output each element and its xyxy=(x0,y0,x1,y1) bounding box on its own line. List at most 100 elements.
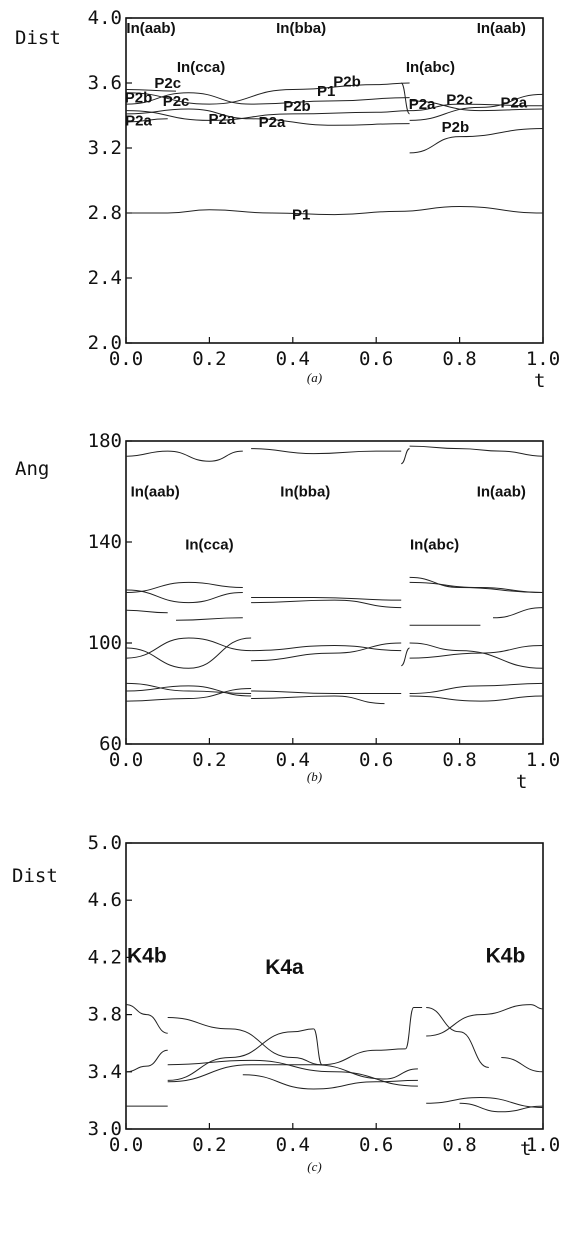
series-line-12 xyxy=(409,581,544,593)
annotation-label: In(abc) xyxy=(410,537,459,554)
chart-panel-2: 0.0 0.2 0.4 0.6 0.8 1.0 60 100 140 180 Ang t (b) In(a… xyxy=(15,430,560,793)
annotation-label: P2a xyxy=(259,114,286,131)
series-line-6 xyxy=(125,118,168,123)
y-tick-label: 100 xyxy=(88,632,122,654)
y-tick-label: 2.0 xyxy=(88,332,122,354)
series-line-5 xyxy=(167,1028,314,1081)
y-tick-label: 5.0 xyxy=(88,832,122,854)
annotation-label: In(bba) xyxy=(276,20,326,37)
series-line-13 xyxy=(426,1007,489,1068)
series-line-9 xyxy=(409,93,544,121)
y-tick-label: 4.0 xyxy=(88,7,122,29)
series-line-19 xyxy=(400,647,410,667)
x-tick-label: 1.0 xyxy=(526,348,560,370)
y-tick-label: 60 xyxy=(99,733,122,755)
panel-caption: (b) xyxy=(307,769,322,784)
y-axis-label: Dist xyxy=(12,865,58,887)
x-tick-label: 0.4 xyxy=(276,749,310,771)
annotation-label: P2a xyxy=(409,96,436,113)
x-axis-label: t xyxy=(516,771,527,793)
y-tick-label: 3.6 xyxy=(88,72,122,94)
x-axis-label: t xyxy=(520,1138,531,1160)
y-tick-label: 4.6 xyxy=(88,889,122,911)
annotation-label: In(aab) xyxy=(477,484,526,501)
annotation-label: K4b xyxy=(127,944,167,967)
y-tick-label: 3.2 xyxy=(88,137,122,159)
series-line-1 xyxy=(125,1004,168,1034)
series-line-21 xyxy=(409,645,544,659)
x-tick-label: 0.2 xyxy=(192,749,226,771)
annotation-label: In(cca) xyxy=(185,537,233,554)
series-line-4 xyxy=(401,448,410,465)
series-line-28 xyxy=(409,695,544,702)
series-line-11 xyxy=(409,576,544,593)
series-line-3 xyxy=(409,445,544,457)
series-line-8 xyxy=(409,103,544,112)
series-line-18 xyxy=(251,642,402,662)
x-tick-label: 0.8 xyxy=(442,1134,476,1156)
x-tick-label: 0.2 xyxy=(192,348,226,370)
series-line-16 xyxy=(125,637,252,659)
x-tick-label: 0.4 xyxy=(276,348,310,370)
y-tick-label: 2.4 xyxy=(88,267,122,289)
series-line-9 xyxy=(251,597,402,601)
y-axis-label: Dist xyxy=(15,27,61,49)
annotation-label: In(abc) xyxy=(406,59,455,76)
x-tick-label: 0.2 xyxy=(192,1134,226,1156)
y-tick-label: 2.8 xyxy=(88,202,122,224)
series-line-14 xyxy=(501,1057,544,1073)
y-tick-label: 140 xyxy=(88,531,122,553)
annotation-label: In(bba) xyxy=(280,484,330,501)
x-tick-label: 0.4 xyxy=(276,1134,310,1156)
series-line-26 xyxy=(251,695,385,705)
series-line-16 xyxy=(459,1102,544,1113)
annotation-label: P2c xyxy=(446,91,473,108)
series-line-2 xyxy=(251,448,402,455)
series-line-9 xyxy=(167,1064,418,1083)
chart-panel-3: 0.0 0.2 0.4 0.6 0.8 1.0 3.0 3.4 3.8 4.2 4.6 5.0 Dist… xyxy=(12,832,560,1174)
x-tick-label: 1.0 xyxy=(526,749,560,771)
series-line-10 xyxy=(409,128,544,154)
series-line-1 xyxy=(125,450,243,462)
series-line-22 xyxy=(125,682,252,694)
series-line-14 xyxy=(492,607,544,619)
chart-panel-1: 0.0 0.2 0.4 0.6 0.8 1.0 2.0 2.4 2.8 3.2 3.6 4.0 Dist… xyxy=(15,7,560,392)
annotation-label: P2a xyxy=(209,111,236,128)
series-line-11 xyxy=(400,82,411,115)
series-line-5 xyxy=(125,581,243,593)
y-tick-label: 180 xyxy=(88,430,122,452)
annotation-label: P1 xyxy=(317,83,335,100)
annotation-label: In(aab) xyxy=(126,20,175,37)
plot-frame xyxy=(125,842,544,1130)
series-line-27 xyxy=(409,682,544,694)
series-line-24 xyxy=(125,688,252,702)
annotation-label: K4a xyxy=(265,956,304,979)
x-tick-label: 0.0 xyxy=(109,1134,143,1156)
series-line-7 xyxy=(409,100,544,112)
series-line-17 xyxy=(251,644,402,652)
annotation-label: P1 xyxy=(292,207,310,224)
annotation-label: P2b xyxy=(442,119,470,136)
series-line-12 xyxy=(426,1004,544,1037)
plot-frame xyxy=(125,17,544,344)
y-axis-label: Ang xyxy=(15,458,49,480)
x-tick-label: 0.0 xyxy=(109,749,143,771)
y-tick-label: 3.4 xyxy=(88,1061,122,1083)
series-line-20 xyxy=(409,642,544,669)
series-line-10 xyxy=(251,599,402,609)
y-tick-label: 3.8 xyxy=(88,1004,122,1026)
series-line-25 xyxy=(251,690,402,695)
series-line-7 xyxy=(321,1048,406,1066)
series-line-3 xyxy=(125,110,410,121)
series-line-7 xyxy=(125,609,168,614)
annotation-label: P2b xyxy=(283,98,311,115)
series-line-8 xyxy=(175,617,243,621)
annotation-label: P2b xyxy=(333,73,361,90)
annotation-label: In(aab) xyxy=(131,484,180,501)
panel-caption: (a) xyxy=(307,370,322,385)
series-line-4 xyxy=(125,108,410,126)
annotation-label: In(aab) xyxy=(477,20,526,37)
series-line-23 xyxy=(125,685,252,697)
annotation-label: In(cca) xyxy=(177,59,225,76)
